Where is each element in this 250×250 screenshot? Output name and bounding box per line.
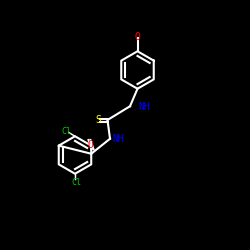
Text: Cl: Cl <box>61 127 71 136</box>
Text: O: O <box>134 32 140 42</box>
Text: NH: NH <box>112 134 124 144</box>
Text: NH: NH <box>139 102 150 113</box>
Text: Cl: Cl <box>71 178 81 187</box>
Text: O: O <box>87 140 93 150</box>
Text: S: S <box>96 115 102 125</box>
